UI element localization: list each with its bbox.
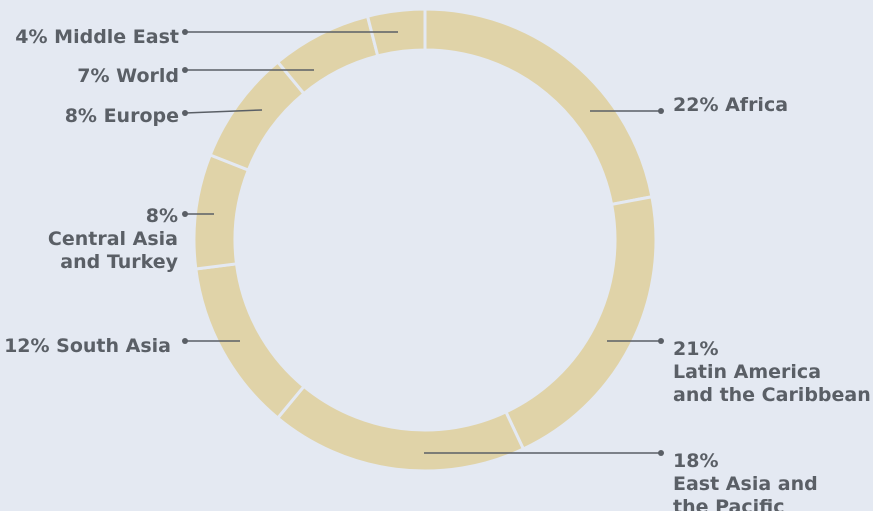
leader-dot: [658, 108, 664, 114]
slice-central-asia-and-turkey: [192, 153, 251, 271]
slice-label: 4% Middle East: [15, 26, 179, 48]
slice-world: [275, 14, 380, 96]
slice-label: 8% Europe: [65, 105, 179, 127]
leader-dot: [658, 338, 664, 344]
leader-dot: [182, 67, 188, 73]
slice-label: 8% Central Asia and Turkey: [48, 205, 179, 273]
slice-label: 18% East Asia and the Pacific: [673, 450, 818, 511]
leader-lines: [182, 29, 664, 456]
leader-line: [184, 109, 263, 114]
slice-label: 22% Africa: [673, 94, 788, 116]
leader-dot: [182, 110, 188, 116]
leader-dot: [182, 211, 188, 217]
leader-dot: [182, 338, 188, 344]
slice-labels: 22% Africa 21% Latin America and the Caribb…: [4, 26, 871, 511]
slice-label: 12% South Asia: [4, 335, 171, 357]
slice-latin-america-and-the-caribbean: [503, 194, 658, 452]
slice-label: 21% Latin America and the Caribbean: [673, 338, 871, 406]
slice-label: 7% World: [77, 65, 179, 87]
slice-africa: [423, 7, 654, 207]
donut-slices: [192, 7, 658, 473]
leader-dot: [658, 450, 664, 456]
slice-east-asia-and-the-pacific: [275, 384, 526, 473]
leader-dot: [182, 29, 188, 35]
